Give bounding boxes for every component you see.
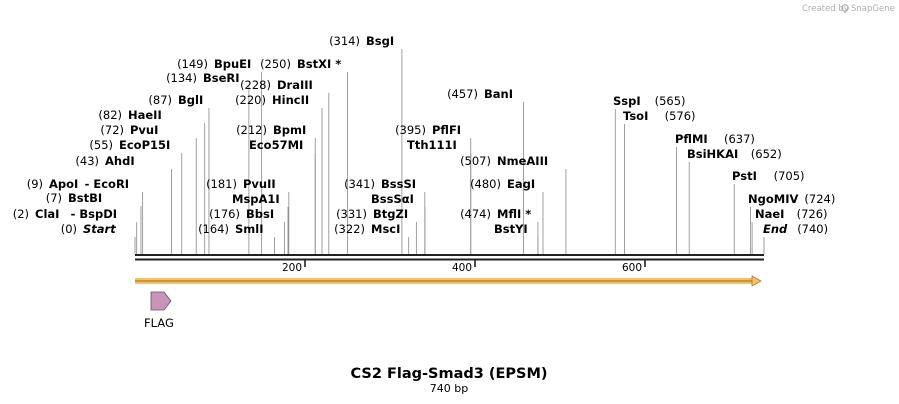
site-draiii: DraIII bbox=[277, 78, 313, 92]
site-eagi: EagI bbox=[507, 177, 535, 191]
site-pos-end: (740) bbox=[797, 222, 828, 236]
map-title: CS2 Flag-Smad3 (EPSM) bbox=[350, 366, 547, 382]
site-eco57mi: Eco57MI bbox=[249, 138, 303, 152]
site-pos-nmeaiii: (507) bbox=[460, 154, 491, 168]
site-connectors bbox=[134, 49, 765, 254]
site-pos-clai: (2) bbox=[13, 207, 29, 221]
ruler-ticks: 200 400 600 bbox=[282, 260, 646, 274]
site-pos-ecop15i: (55) bbox=[89, 138, 113, 152]
feature-label: FLAG bbox=[144, 316, 174, 330]
tick-label-600: 600 bbox=[622, 262, 642, 274]
site-ecori: - EcoRI bbox=[85, 177, 129, 191]
site-pvuii: PvuII bbox=[243, 177, 276, 191]
site-apoi: ApoI bbox=[49, 177, 78, 191]
site-clai: ClaI bbox=[35, 207, 59, 221]
site-bpmi: BpmI bbox=[273, 123, 306, 137]
site-tth111i: Tth111I bbox=[407, 138, 457, 152]
site-bgli: BglI bbox=[178, 93, 203, 107]
site-bstyi: BstYI bbox=[494, 222, 528, 236]
site-bsssi: BssSI bbox=[381, 177, 416, 191]
site-pos-tsoi: (576) bbox=[665, 109, 696, 123]
site-sspi: SspI bbox=[613, 94, 641, 108]
feature-flag[interactable]: FLAG bbox=[144, 291, 174, 330]
site-pos-eagi: (480) bbox=[470, 177, 501, 191]
site-start: Start bbox=[83, 222, 116, 236]
site-pos-bsgi: (314) bbox=[329, 34, 360, 48]
site-msci: MscI bbox=[371, 222, 400, 236]
site-bstbi: BstBI bbox=[68, 191, 102, 205]
site-ngomiv: NgoMIV bbox=[748, 192, 798, 206]
site-hincii: HincII bbox=[272, 93, 309, 107]
site-pos-naei: (726) bbox=[797, 207, 828, 221]
site-bsihkai: BsiHKAI bbox=[687, 147, 738, 161]
site-pos-bsssi: (341) bbox=[344, 177, 375, 191]
orf-arrow bbox=[135, 275, 762, 287]
site-bpuei: BpuEI bbox=[214, 57, 251, 71]
tick-label-200: 200 bbox=[282, 262, 302, 274]
site-pos-ngomiv: (724) bbox=[804, 192, 835, 206]
site-pos-pflmi: (637) bbox=[724, 132, 755, 146]
site-pos-bstxi: (250) bbox=[260, 57, 291, 71]
site-bsssαi: BssSαI bbox=[371, 192, 414, 206]
site-pos-sspi: (565) bbox=[655, 94, 686, 108]
site-pos-start: (0) bbox=[61, 222, 77, 236]
credit-brand: SnapGene bbox=[851, 4, 895, 14]
site-pos-bgli: (87) bbox=[148, 93, 172, 107]
site-end: End bbox=[763, 222, 788, 236]
site-btgzi: BtgZI bbox=[373, 207, 408, 221]
site-pos-draiii: (228) bbox=[240, 78, 271, 92]
site-pvui: PvuI bbox=[130, 123, 158, 137]
site-psti: PstI bbox=[732, 169, 757, 183]
site-mspa1i: MspA1I bbox=[232, 192, 280, 206]
site-bspdi: - BspDI bbox=[71, 207, 117, 221]
credit: Created by SnapGene bbox=[802, 4, 895, 14]
site-mfli: MflI * bbox=[497, 207, 531, 221]
site-pos-hincii: (220) bbox=[235, 93, 266, 107]
flag-arrow-icon bbox=[150, 291, 172, 311]
site-pos-btgzi: (331) bbox=[336, 207, 367, 221]
site-pos-apoi: (9) bbox=[27, 177, 43, 191]
site-pos-bstbi: (7) bbox=[46, 191, 62, 205]
site-pos-psti: (705) bbox=[774, 169, 805, 183]
site-pos-bbsi: (176) bbox=[209, 207, 240, 221]
site-pos-bani: (457) bbox=[447, 87, 478, 101]
site-pos-pflfi: (395) bbox=[395, 123, 426, 137]
site-smli: SmlI bbox=[235, 222, 264, 236]
site-tsoi: TsoI bbox=[623, 109, 648, 123]
site-pos-bseri: (134) bbox=[166, 71, 197, 85]
site-nmeaiii: NmeAIII bbox=[497, 154, 548, 168]
site-pos-ahdi: (43) bbox=[75, 154, 99, 168]
map-subtitle: 740 bp bbox=[430, 382, 468, 395]
site-pos-mfli: (474) bbox=[460, 207, 491, 221]
site-naei: NaeI bbox=[755, 207, 784, 221]
site-haeii: HaeII bbox=[128, 108, 162, 122]
site-bstxi: BstXI * bbox=[297, 57, 341, 71]
site-pflmi: PflMI bbox=[675, 132, 708, 146]
snapgene-logo-icon bbox=[841, 4, 849, 13]
site-labels: Start (0)ClaI (2) - BspDI BstBI (7)ApoI (9) - E… bbox=[13, 34, 836, 236]
site-bseri: BseRI bbox=[203, 71, 240, 85]
site-bbsi: BbsI bbox=[246, 207, 274, 221]
site-pos-pvuii: (181) bbox=[206, 177, 237, 191]
site-pos-bpuei: (149) bbox=[177, 57, 208, 71]
site-pos-bsihkai: (652) bbox=[751, 147, 782, 161]
site-pflfi: PflFI bbox=[432, 123, 461, 137]
site-pos-msci: (322) bbox=[334, 222, 365, 236]
tick-label-400: 400 bbox=[452, 262, 472, 274]
site-bani: BanI bbox=[484, 87, 513, 101]
site-pos-haeii: (82) bbox=[98, 108, 122, 122]
sequence-backbone bbox=[135, 254, 764, 261]
credit-text: Created by bbox=[802, 4, 849, 14]
site-ecop15i: EcoP15I bbox=[119, 138, 170, 152]
site-pos-smli: (164) bbox=[198, 222, 229, 236]
site-bsgi: BsgI bbox=[366, 34, 394, 48]
site-ahdi: AhdI bbox=[105, 154, 135, 168]
site-pos-pvui: (72) bbox=[100, 123, 124, 137]
site-pos-bpmi: (212) bbox=[236, 123, 267, 137]
